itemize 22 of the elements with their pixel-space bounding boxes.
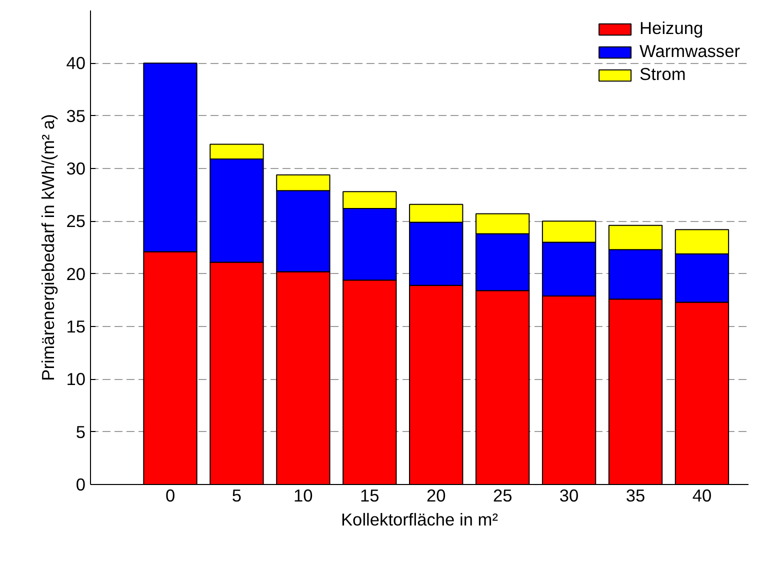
x-tick-label: 35 (626, 486, 646, 506)
y-tick-label: 35 (66, 106, 86, 126)
y-tick-label: 40 (66, 53, 86, 74)
x-tick-label: 0 (165, 486, 176, 506)
x-tick-label: 5 (232, 486, 242, 506)
x-tick-label: 15 (360, 486, 380, 506)
legend-label: Warmwasser (640, 41, 740, 62)
y-tick-label: 10 (66, 369, 86, 390)
y-axis-title: Primärenergiebedarf in kWh/(m² a) (38, 114, 58, 381)
y-tick-label: 15 (66, 316, 86, 336)
x-tick-label: 40 (692, 486, 712, 506)
x-tick-label: 10 (294, 486, 313, 506)
x-tick-label: 20 (426, 486, 446, 506)
legend-label: Heizung (640, 18, 704, 39)
y-tick-label: 30 (66, 158, 86, 178)
x-tick-label: 25 (492, 486, 512, 506)
y-tick-label: 5 (76, 422, 86, 442)
y-tick-label: 25 (66, 211, 86, 232)
x-tick-label: 30 (559, 486, 579, 506)
legend-label: Strom (640, 64, 686, 85)
y-tick-label: 20 (66, 264, 86, 284)
x-axis-title: Kollektorfläche in m² (341, 510, 498, 530)
